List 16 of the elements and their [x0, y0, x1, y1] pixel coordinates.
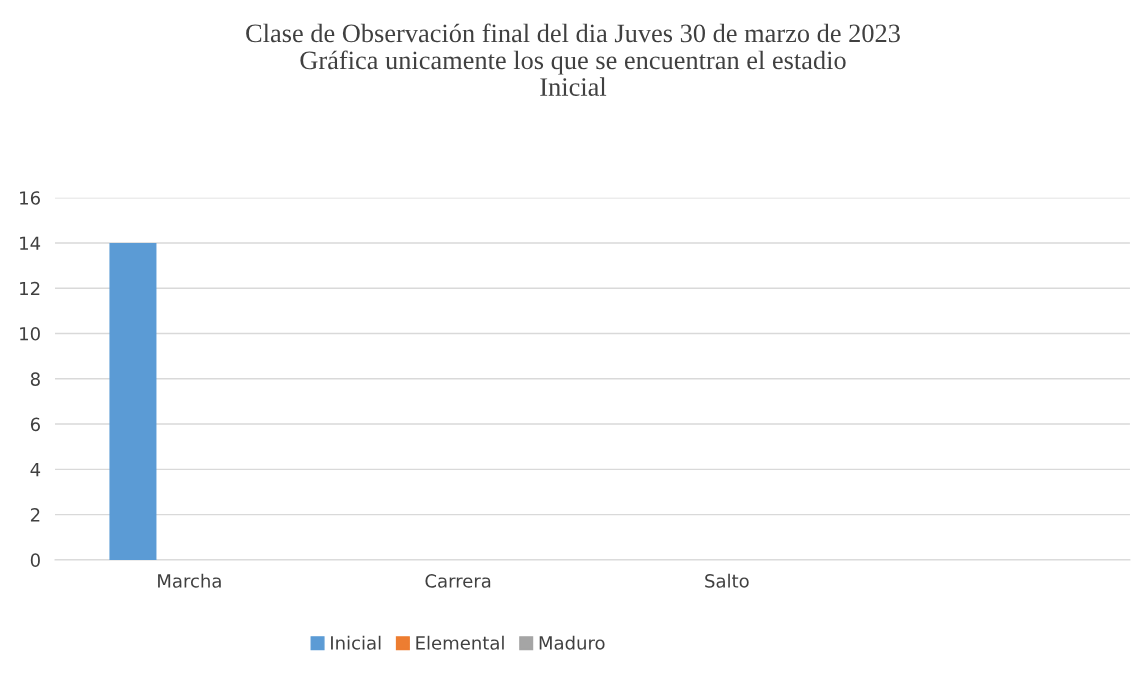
- y-tick-label: 12: [20, 281, 40, 296]
- legend-label: Elemental: [416, 635, 504, 650]
- legend-label: Inicial: [331, 635, 381, 650]
- y-tick-label: 16: [20, 191, 40, 205]
- y-tick-label: 2: [30, 508, 40, 522]
- y-tick-label: 8: [30, 372, 40, 386]
- x-tick-label: Carrera: [425, 574, 491, 588]
- y-tick-label: 6: [30, 417, 40, 432]
- y-tick-label: 14: [20, 236, 41, 250]
- x-tick-label: Marcha: [158, 573, 221, 588]
- legend-label: Maduro: [539, 635, 605, 650]
- chart-title: Clase de Observación final del dia Juves 30 de marzo de 2023 Gráfica unicamente los que se encuentran el estadio Inicial: [246, 23, 900, 96]
- y-tick-label: 0: [30, 553, 40, 567]
- y-tick-label: 10: [20, 326, 40, 341]
- y-tick-label: 4: [30, 463, 41, 477]
- x-tick-label: Salto: [705, 573, 749, 588]
